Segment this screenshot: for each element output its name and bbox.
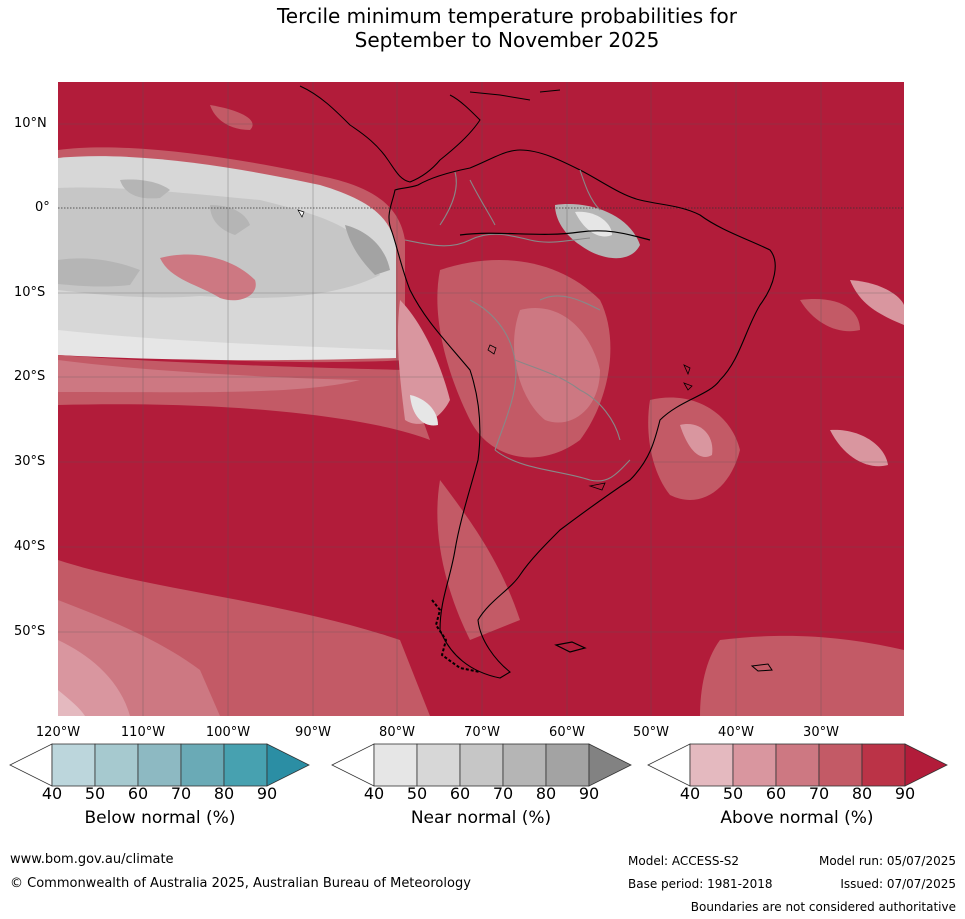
cb-near-swatch-5 xyxy=(545,743,590,787)
cb-above-swatch-4 xyxy=(818,743,863,787)
field-continent-60 xyxy=(514,308,600,423)
lon-label-60w: 60°W xyxy=(549,725,585,740)
lat-label-10n: 10°N xyxy=(14,116,47,131)
cb-below-tick-50: 50 xyxy=(84,784,106,803)
title-line-2: September to November 2025 xyxy=(354,28,660,52)
cb-below-tick-80: 80 xyxy=(213,784,235,803)
cb-below-swatch-3 xyxy=(137,743,182,787)
cb-near-tick-90: 90 xyxy=(578,784,600,803)
cb-near-label: Near normal (%) xyxy=(410,808,552,828)
cb-above-swatch-0 xyxy=(647,743,691,787)
field-southwest-50 xyxy=(58,640,130,716)
field-east-atlantic-70 xyxy=(800,299,860,332)
field-above-patch xyxy=(160,254,256,301)
cb-near-swatch-6 xyxy=(588,743,632,787)
field-andes-light xyxy=(410,395,438,426)
field-east-atlantic-50 xyxy=(830,429,888,467)
cb-below-tick-70: 70 xyxy=(170,784,192,803)
footer-issued: Issued: 07/07/2025 xyxy=(840,877,956,891)
field-patagonia-70 xyxy=(437,480,520,640)
field-andes-50 xyxy=(397,300,450,424)
map-title: Tercile minimum temperature probabilitie… xyxy=(0,4,965,52)
map-field xyxy=(58,82,904,716)
lon-label-90w: 90°W xyxy=(295,725,331,740)
field-near-normal-60b xyxy=(120,179,170,199)
field-near-normal-60 xyxy=(58,258,140,287)
footer-model: Model: ACCESS-S2 xyxy=(628,854,740,868)
footer-disclaimer: Boundaries are not considered authoritat… xyxy=(690,900,956,914)
lon-label-120w: 120°W xyxy=(35,725,81,740)
cb-above-label: Above normal (%) xyxy=(720,808,874,828)
field-atlantic-50 xyxy=(680,424,713,457)
field-south-atlantic-70 xyxy=(700,635,904,716)
lon-label-110w: 110°W xyxy=(120,725,166,740)
cb-above-swatch-6 xyxy=(904,743,948,787)
cb-above-tick-50: 50 xyxy=(722,784,744,803)
cb-below-swatch-4 xyxy=(180,743,225,787)
field-near-normal-70 xyxy=(345,225,390,275)
lat-label-20s: 20°S xyxy=(14,369,46,384)
field-amazon-near-light xyxy=(575,211,612,237)
cb-near-tick-60: 60 xyxy=(449,784,471,803)
field-south-pacific-60 xyxy=(58,360,360,393)
colorbar-above xyxy=(647,743,948,787)
cb-above-swatch-5 xyxy=(861,743,906,787)
field-east-atlantic-50b xyxy=(850,280,904,325)
lat-label-30s: 30°S xyxy=(14,454,46,469)
lat-label-40s: 40°S xyxy=(14,539,46,554)
footer-copyright: © Commonwealth of Australia 2025, Austra… xyxy=(10,876,471,891)
colorbar-near xyxy=(331,743,632,787)
cb-near-swatch-1 xyxy=(373,743,418,787)
cb-near-tick-80: 80 xyxy=(535,784,557,803)
footer-website-link[interactable]: www.bom.gov.au/climate xyxy=(10,852,174,867)
cb-below-swatch-5 xyxy=(223,743,268,787)
cb-below-tick-90: 90 xyxy=(256,784,278,803)
cb-near-swatch-0 xyxy=(331,743,375,787)
cb-above-swatch-1 xyxy=(689,743,734,787)
cb-above-swatch-2 xyxy=(732,743,777,787)
cb-above-tick-70: 70 xyxy=(808,784,830,803)
cb-below-label: Below normal (%) xyxy=(84,808,236,828)
cb-above-swatch-3 xyxy=(775,743,820,787)
cb-below-swatch-0 xyxy=(9,743,53,787)
cb-below-swatch-1 xyxy=(51,743,96,787)
lon-label-40w: 40°W xyxy=(718,725,754,740)
cb-above-tick-40: 40 xyxy=(679,784,701,803)
title-line-1: Tercile minimum temperature probabilitie… xyxy=(276,4,738,28)
lat-label-50s: 50°S xyxy=(14,624,46,639)
cb-below-tick-60: 60 xyxy=(127,784,149,803)
cb-near-swatch-3 xyxy=(459,743,504,787)
coastlines xyxy=(297,85,776,679)
cb-above-tick-80: 80 xyxy=(851,784,873,803)
lon-label-30w: 30°W xyxy=(803,725,839,740)
footer-base-period: Base period: 1981-2018 xyxy=(628,877,773,891)
lon-label-70w: 70°W xyxy=(464,725,500,740)
graticule xyxy=(58,82,904,716)
cb-below-swatch-2 xyxy=(94,743,139,787)
cb-below-swatch-6 xyxy=(266,743,310,787)
cb-below-tick-40: 40 xyxy=(41,784,63,803)
cb-above-tick-60: 60 xyxy=(765,784,787,803)
cb-near-tick-40: 40 xyxy=(363,784,385,803)
cb-above-tick-90: 90 xyxy=(894,784,916,803)
lat-label-10s: 10°S xyxy=(14,285,46,300)
lon-label-100w: 100°W xyxy=(205,725,251,740)
lon-label-50w: 50°W xyxy=(633,725,669,740)
field-near-normal-band xyxy=(58,330,396,361)
lon-label-80w: 80°W xyxy=(379,725,415,740)
field-near-normal-60c xyxy=(210,205,250,235)
footer-model-run: Model run: 05/07/2025 xyxy=(818,854,956,868)
field-southwest-40 xyxy=(58,690,85,716)
cb-near-tick-70: 70 xyxy=(492,784,514,803)
cb-near-swatch-4 xyxy=(502,743,547,787)
colorbar-below xyxy=(9,743,310,787)
lat-label-0: 0° xyxy=(35,200,50,215)
cb-near-tick-50: 50 xyxy=(406,784,428,803)
cb-near-swatch-2 xyxy=(416,743,461,787)
